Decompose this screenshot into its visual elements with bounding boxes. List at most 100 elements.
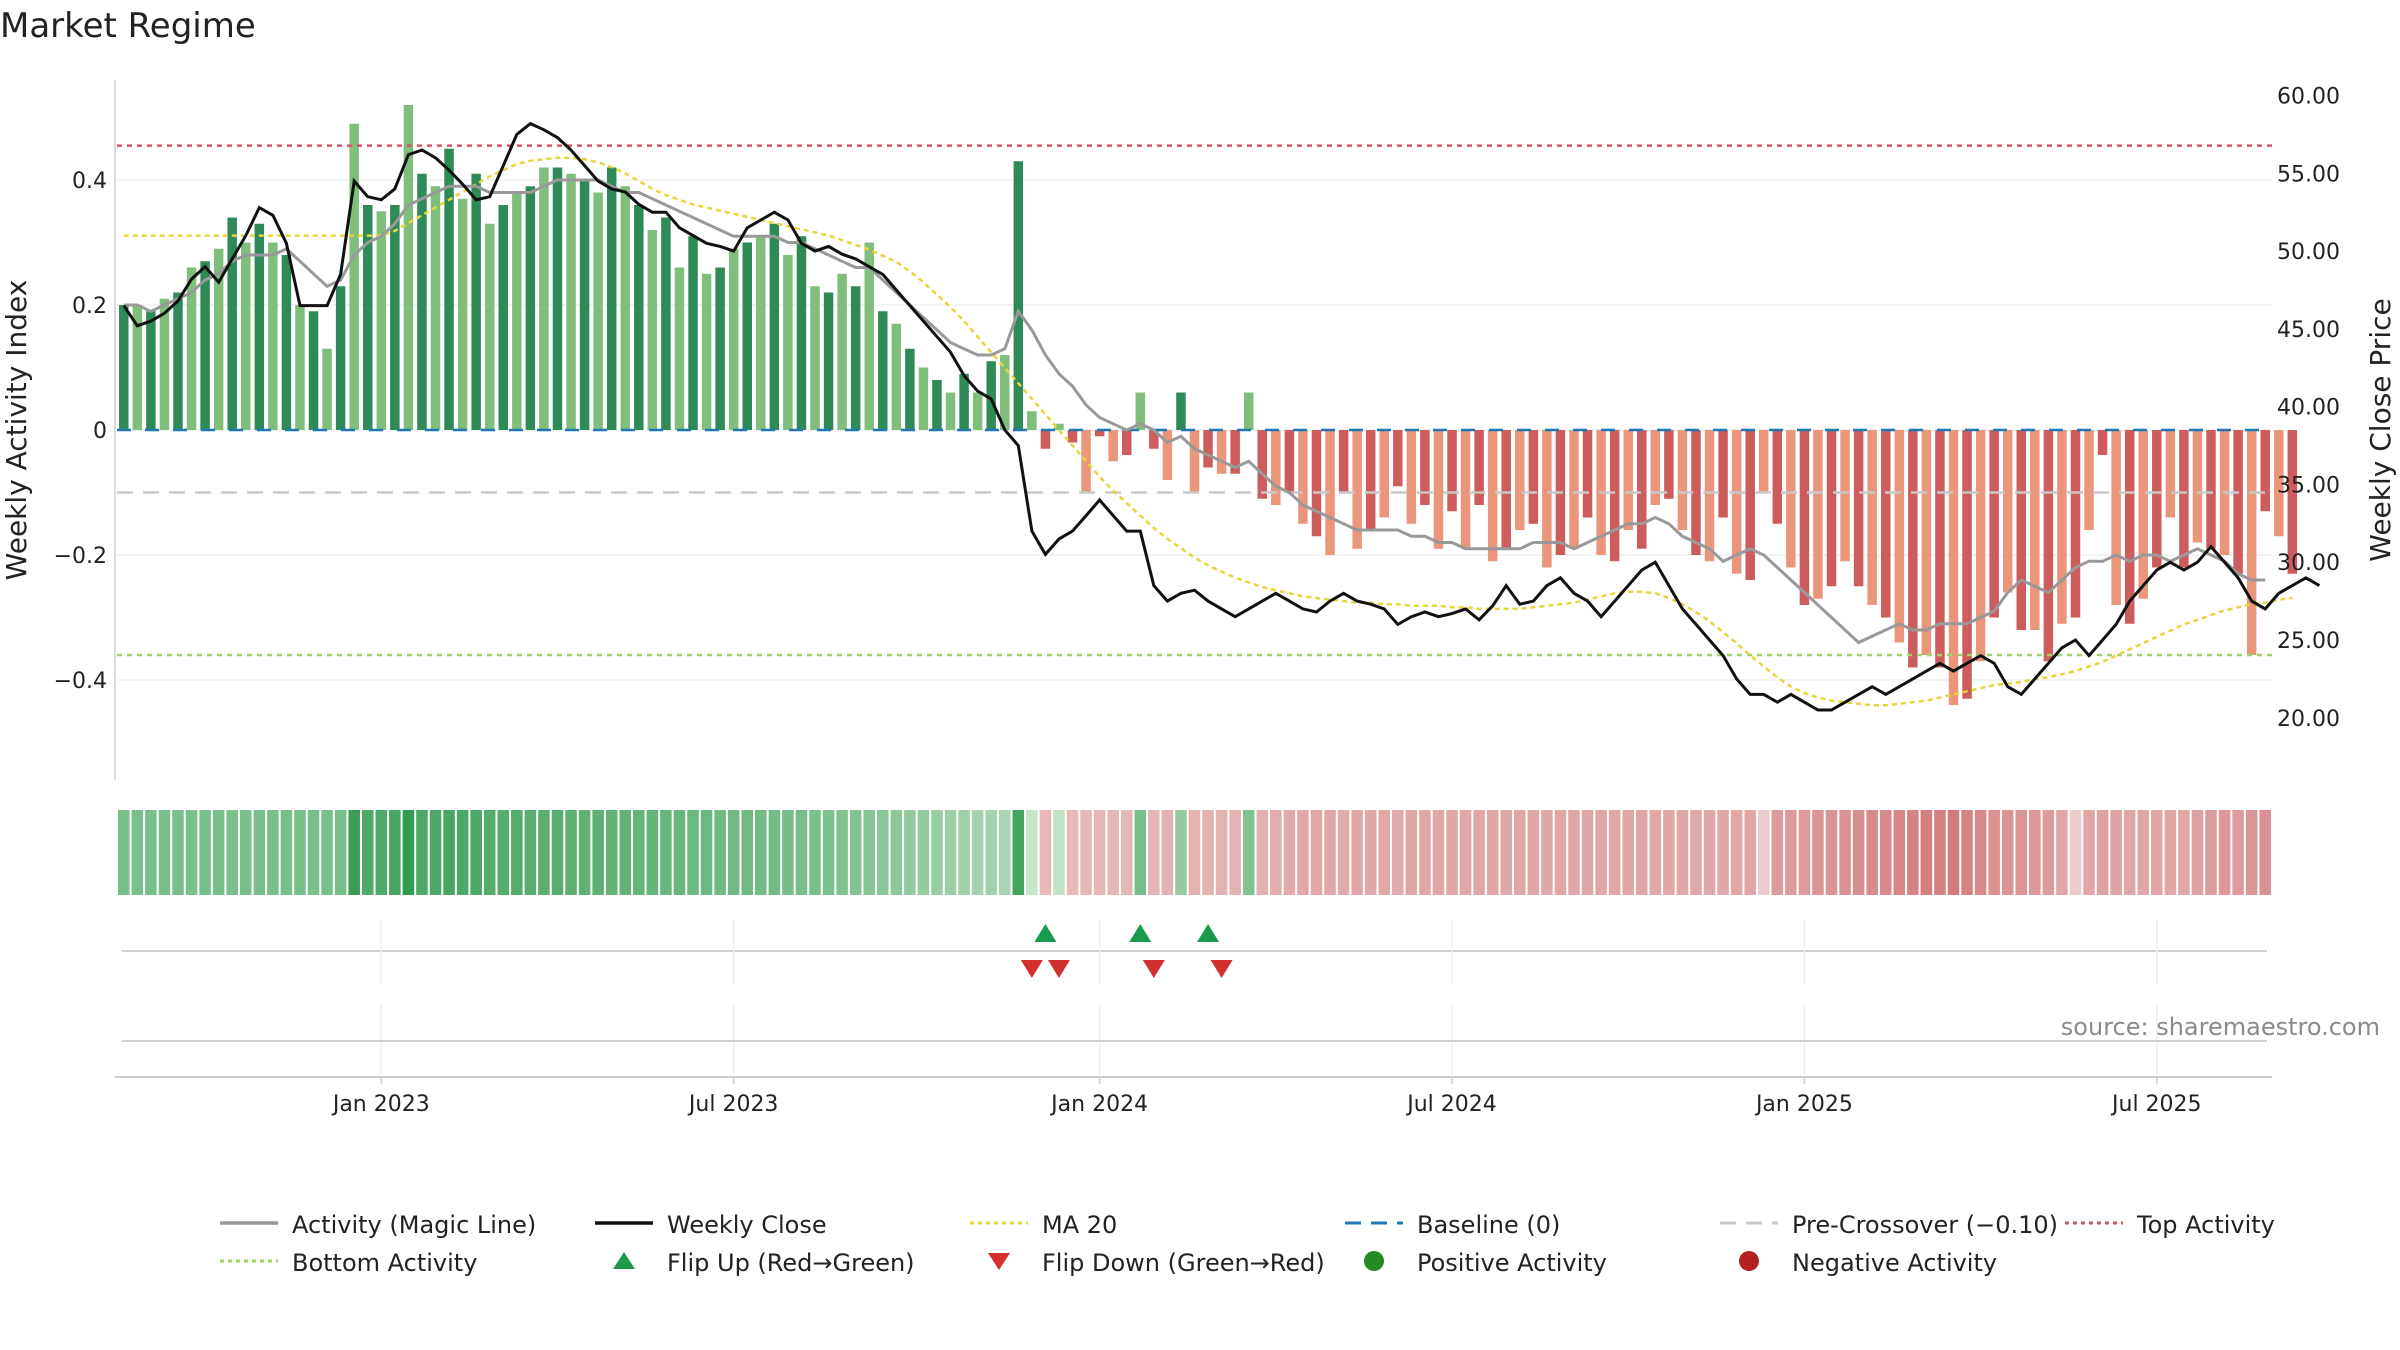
activity-bar [403, 105, 414, 430]
intensity-cell [1839, 810, 1851, 895]
intensity-cell [1459, 810, 1472, 895]
flip-up-icon [1197, 924, 1220, 942]
intensity-cell [1283, 810, 1296, 895]
activity-bar [159, 298, 170, 430]
intensity-cell [931, 810, 943, 895]
intensity-cell [1676, 810, 1689, 895]
intensity-cell [1175, 810, 1187, 895]
intensity-cell [1202, 810, 1214, 895]
activity-bar [2138, 430, 2148, 599]
activity-bar [1298, 430, 1308, 524]
intensity-cell [361, 810, 374, 895]
legend-item: MA 20 [970, 1211, 1117, 1239]
activity-bar [1718, 430, 1728, 518]
activity-bar [1935, 430, 1945, 668]
intensity-cell [429, 810, 442, 895]
activity-bar [335, 286, 346, 430]
x-tick-label: Jul 2025 [2110, 1092, 2202, 1117]
x-tick-label: Jan 2023 [331, 1092, 430, 1117]
activity-bar [661, 217, 671, 430]
activity-bar [552, 167, 563, 430]
intensity-cell [2232, 810, 2244, 895]
intensity-cell [836, 810, 848, 895]
activity-bar [1257, 430, 1268, 499]
intensity-cell [822, 810, 835, 895]
activity-bar [349, 123, 359, 430]
activity-bar [1176, 392, 1186, 430]
intensity-cell [565, 810, 577, 895]
activity-bar [742, 242, 752, 430]
activity-bar [2016, 430, 2027, 630]
activity-bar [932, 380, 942, 430]
legend-item: Bottom Activity [220, 1249, 477, 1277]
activity-bar [362, 205, 373, 430]
intensity-cell [1771, 810, 1784, 895]
y2-tick-label: 50.00 [2277, 240, 2340, 265]
activity-bar [1352, 430, 1362, 549]
intensity-cell [971, 810, 984, 895]
intensity-cell [2178, 810, 2190, 895]
activity-bar [634, 205, 644, 430]
intensity-cell [1595, 810, 1607, 895]
x-tick-label: Jan 2024 [1049, 1092, 1148, 1117]
intensity-cell [2218, 810, 2231, 895]
intensity-cell [917, 810, 930, 895]
activity-bar [308, 311, 319, 430]
activity-bar [1040, 430, 1051, 449]
activity-bar [647, 230, 658, 430]
legend-label: Pre-Crossover (−0.10) [1792, 1211, 2058, 1239]
activity-bar [1894, 430, 1905, 643]
activity-bar [1447, 430, 1457, 512]
activity-bar [539, 167, 549, 430]
series-lines [122, 121, 2321, 712]
activity-bar [1487, 430, 1498, 562]
activity-bar [1243, 392, 1254, 430]
x-tick-label: Jul 2024 [1405, 1092, 1497, 1117]
activity-bar [1474, 430, 1484, 505]
intensity-cell [1947, 810, 1960, 895]
intensity-cell [1568, 810, 1580, 895]
intensity-cell [619, 810, 632, 895]
activity-bar [2084, 430, 2094, 530]
activity-bar [1515, 430, 1525, 530]
activity-bar [1962, 430, 1972, 699]
activity-bar [1786, 430, 1796, 568]
intensity-cell [863, 810, 875, 895]
intensity-cell [1798, 810, 1811, 895]
legend-item: Top Activity [2065, 1211, 2275, 1239]
activity-bar [2070, 430, 2081, 618]
magic-line [123, 178, 2266, 645]
intensity-cell [145, 810, 157, 895]
legend-label: Weekly Close [667, 1211, 827, 1239]
activity-bar [1271, 430, 1281, 505]
activity-bar [1609, 430, 1620, 562]
intensity-cell [592, 810, 604, 895]
intensity-cell [2259, 810, 2271, 895]
intensity-cell [904, 810, 916, 895]
activity-bar [254, 223, 265, 430]
activity-bar [132, 305, 143, 430]
intensity-cell [1297, 810, 1309, 895]
intensity-cell [1879, 810, 1892, 895]
intensity-cell [944, 810, 957, 895]
activity-bar [376, 211, 387, 430]
activity-bar [417, 173, 427, 430]
activity-bar [227, 217, 237, 430]
chart-title: Market Regime [0, 6, 256, 46]
intensity-cell [1148, 810, 1160, 895]
legend-label: Top Activity [2136, 1211, 2275, 1239]
flip-up-icon [1129, 924, 1152, 942]
bottom-panel [122, 1005, 2267, 1075]
intensity-cell [1757, 810, 1770, 895]
activity-bar [1677, 430, 1688, 530]
activity-bar [2043, 430, 2054, 662]
intensity-cell [1324, 810, 1336, 895]
legend-label: Positive Activity [1417, 1249, 1607, 1277]
y-tick-label: 0.2 [72, 294, 107, 319]
intensity-cell [239, 810, 252, 895]
y-tick-label: −0.2 [54, 544, 107, 569]
reference-lines [117, 144, 2272, 657]
intensity-cell [131, 810, 144, 895]
intensity-cell [1242, 810, 1255, 895]
intensity-cell [1392, 810, 1404, 895]
